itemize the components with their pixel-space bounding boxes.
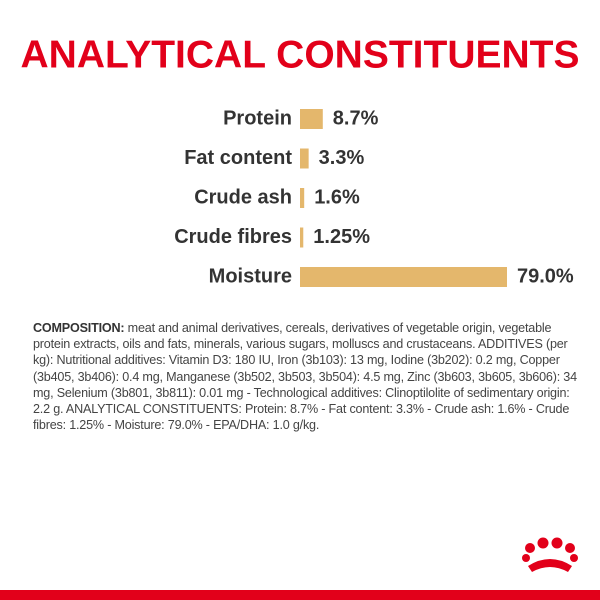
composition-text: meat and animal derivatives, cereals, de… <box>33 321 577 433</box>
value-label: 3.3% <box>319 147 365 169</box>
bar <box>300 188 305 208</box>
bar <box>300 267 507 287</box>
logo <box>522 537 578 572</box>
bar <box>300 148 309 169</box>
bar <box>300 109 323 129</box>
category-label: Moisture <box>209 265 292 287</box>
chart-title: ANALYTICAL CONSTITUENTS <box>20 33 579 76</box>
category-label: Crude ash <box>194 186 292 208</box>
value-label: 1.25% <box>313 226 370 248</box>
value-label: 79.0% <box>517 265 574 287</box>
value-label: 8.7% <box>333 107 379 129</box>
bar <box>300 227 304 248</box>
composition: COMPOSITION: meat and animal derivatives… <box>33 320 578 433</box>
value-label: 1.6% <box>314 186 360 208</box>
category-label: Protein <box>223 107 292 129</box>
category-label: Fat content <box>184 147 292 169</box>
composition-label: COMPOSITION: <box>33 321 125 335</box>
bottom-bar <box>0 590 600 600</box>
category-label: Crude fibres <box>174 226 292 248</box>
